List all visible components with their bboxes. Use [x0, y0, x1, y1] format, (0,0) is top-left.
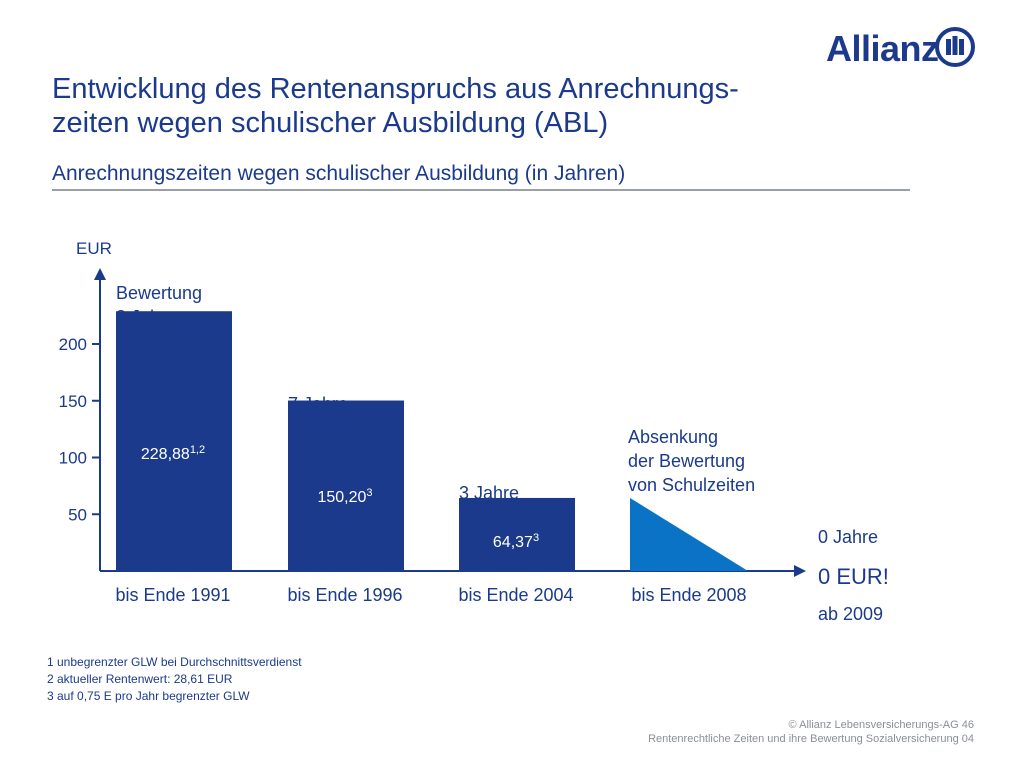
x-tick-label-2: bis Ende 2004: [458, 585, 573, 605]
subtitle-divider: [52, 189, 910, 191]
bar-annotation-0-1: 8 Jahre: [116, 307, 176, 327]
footer-module: Sozialversicherung 04: [865, 733, 974, 745]
x-tick-label-0: bis Ende 1991: [115, 585, 230, 605]
footnote-3: 3 auf 0,75 E pro Jahr begrenzter GLW: [47, 689, 250, 703]
bar-annotation-1-0: 7 Jahre: [288, 394, 348, 414]
bar-1: [288, 400, 404, 571]
y-tick-label-200: 200: [59, 335, 87, 354]
footnote-2: 2 aktueller Rentenwert: 28,61 EUR: [47, 672, 233, 686]
bar-annotation-0-0: Bewertung: [116, 283, 202, 303]
y-tick-label-150: 150: [59, 392, 87, 411]
bar-annotation-2-0: 3 Jahre: [459, 483, 519, 503]
bar-annotation-3-2: von Schulzeiten: [628, 475, 755, 495]
bar-2: [459, 497, 575, 571]
y-axis-label: EUR: [76, 239, 112, 258]
footer-deck-title: Rentenrechtliche Zeiten und ihre Bewertu…: [648, 733, 863, 745]
y-tick-label-100: 100: [59, 449, 87, 468]
side-annotation-since: ab 2009: [818, 604, 883, 624]
side-annotation-value: 0 EUR!: [818, 564, 889, 589]
data-label-0: 228,881,2: [141, 444, 205, 463]
page-title: Entwicklung des Rentenanspruchs aus Anre…: [52, 73, 739, 139]
bar-annotation-3-1: der Bewertung: [628, 451, 745, 471]
declining-segment: [630, 497, 748, 571]
footer-page-number: 46: [961, 719, 974, 731]
page-subtitle: Anrechnungszeiten wegen schulischer Ausb…: [52, 162, 626, 185]
bar-annotation-3-0: Absenkung: [628, 427, 718, 447]
y-tick-label-50: 50: [68, 505, 87, 524]
allianz-eagle-logo-icon: [935, 27, 975, 67]
side-annotation-years: 0 Jahre: [818, 527, 878, 547]
data-label-2: 64,373: [493, 532, 539, 551]
data-label-1: 150,203: [317, 487, 372, 506]
x-tick-label-1: bis Ende 1996: [287, 585, 402, 605]
footer-copyright: © Allianz Lebensversicherungs-AG: [788, 719, 959, 731]
bar-0: [116, 311, 232, 571]
footnote-1: 1 unbegrenzter GLW bei Durchschnittsverd…: [47, 655, 302, 669]
allianz-logo-text: Allianz: [826, 28, 939, 69]
x-tick-label-3: bis Ende 2008: [631, 585, 746, 605]
